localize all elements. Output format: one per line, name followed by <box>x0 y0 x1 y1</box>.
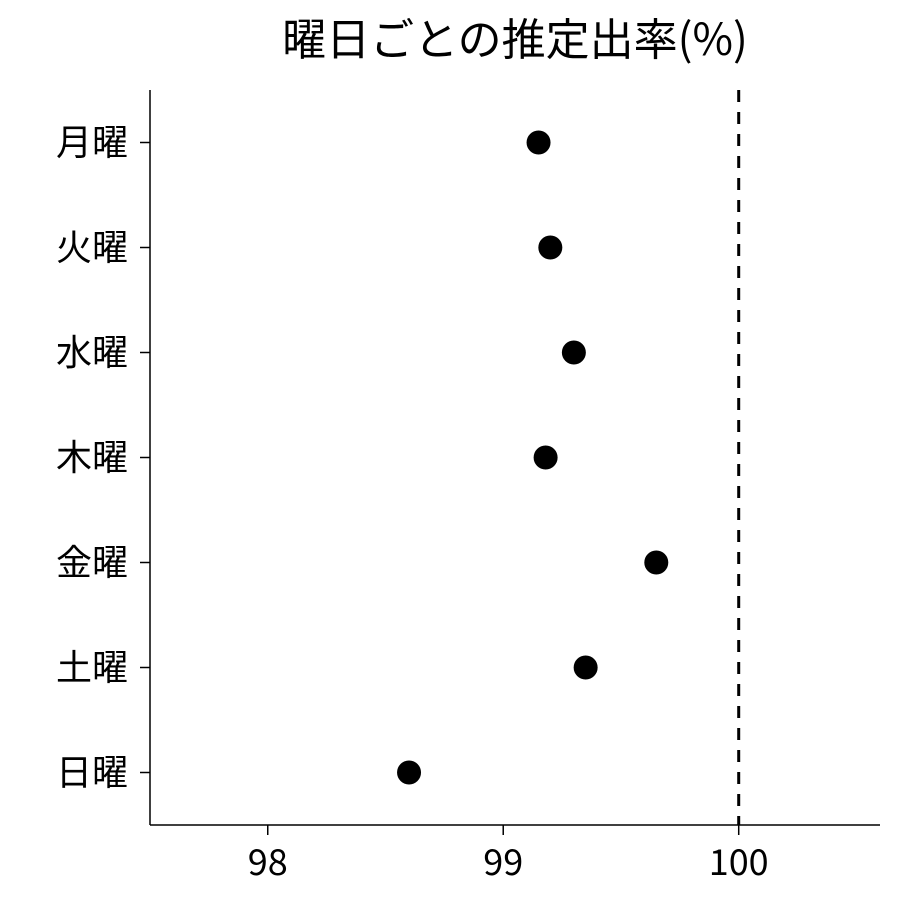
y-tick-label: 水曜 <box>56 324 128 376</box>
y-tick-label: 火曜 <box>56 219 128 271</box>
y-tick-label: 金曜 <box>56 534 128 586</box>
chart-svg: 曜日ごとの推定出率(%) 98 99 100 月曜火曜水曜木曜金曜土曜日曜 <box>0 0 900 900</box>
data-point <box>527 131 551 155</box>
y-tick-label: 日曜 <box>56 744 128 796</box>
chart-title: 曜日ごとの推定出率(%) <box>282 4 748 68</box>
chart-container: 曜日ごとの推定出率(%) 98 99 100 月曜火曜水曜木曜金曜土曜日曜 <box>0 0 900 900</box>
chart-bg <box>0 0 900 900</box>
y-tick-label: 月曜 <box>56 114 128 166</box>
data-point <box>397 761 421 785</box>
data-point <box>644 551 668 575</box>
data-point <box>534 446 558 470</box>
data-point <box>562 341 586 365</box>
y-tick-label: 木曜 <box>56 429 128 481</box>
y-tick-label: 土曜 <box>56 639 128 691</box>
data-point <box>574 656 598 680</box>
data-point <box>538 236 562 260</box>
x-tick-label: 99 <box>483 834 523 886</box>
x-tick-label: 100 <box>709 834 769 886</box>
x-tick-label: 98 <box>248 834 288 886</box>
